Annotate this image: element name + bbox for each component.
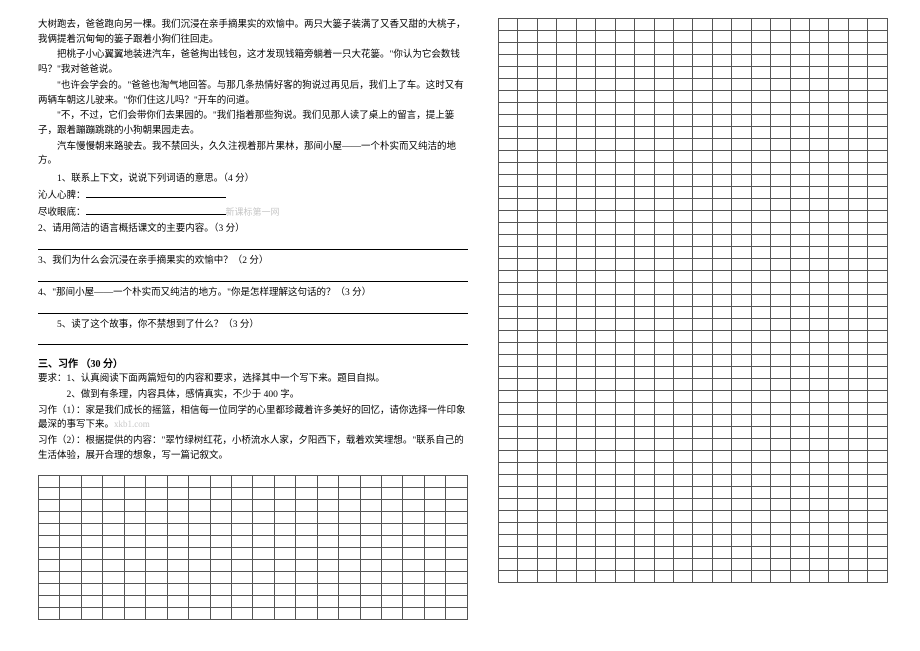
answer-line bbox=[38, 303, 468, 314]
answer-line bbox=[38, 239, 468, 250]
question-1-word2: 尽收眼底：新课标第一网 bbox=[38, 206, 468, 221]
writing-grid-small bbox=[38, 475, 468, 620]
answer-line bbox=[38, 271, 468, 282]
passage-p4: "不，不过，它们会带你们去果园的。"我们指着那些狗说。我们见那人读了桌上的留言，… bbox=[38, 109, 468, 138]
question-5: 5、读了这个故事，你不禁想到了什么？（3 分） bbox=[38, 318, 468, 333]
question-4: 4、"那间小屋——一个朴实而又纯洁的地方。"你是怎样理解这句话的？（3 分） bbox=[38, 286, 468, 301]
passage-p5: 汽车慢慢朝来路驶去。我不禁回头，久久注视着那片果林，那间小屋——一个朴实而又纯洁… bbox=[38, 140, 468, 169]
requirement-2: 2、做到有条理，内容具体，感情真实，不少于 400 字。 bbox=[38, 388, 468, 403]
question-1-intro: 1、联系上下文，说说下列词语的意思。（4 分） bbox=[38, 172, 468, 187]
section-3-title: 三、习作 （30 分） bbox=[38, 355, 468, 370]
question-3: 3、我们为什么会沉浸在亲手摘果实的欢愉中？（2 分） bbox=[38, 254, 468, 269]
watermark-text: 新课标第一网 bbox=[226, 207, 280, 217]
topic-2: 习作（2）：根据提供的内容："翠竹绿树红花，小桥流水人家，夕阳西下，载着欢笑埋想… bbox=[38, 434, 468, 463]
passage-p2: 把桃子小心翼翼地装进汽车，爸爸掏出钱包，这才发现钱箱旁躺着一只大花篓。"你认为它… bbox=[38, 48, 468, 77]
question-1-word1: 沁人心脾： bbox=[38, 189, 468, 204]
passage-p1: 大树跑去，爸爸跑向另一棵。我们沉浸在亲手摘果实的欢愉中。两只大篓子装满了又香又甜… bbox=[38, 18, 468, 47]
watermark-text-2: xkb1.com bbox=[114, 419, 150, 429]
requirement-1: 要求：1、认真阅读下面两篇短句的内容和要求，选择其中一个写下来。题目自拟。 bbox=[38, 372, 468, 387]
right-column bbox=[498, 18, 888, 633]
topic-1: 习作（1）：家是我们成长的摇篮，相信每一位同学的心里都珍藏着许多美好的回忆，请你… bbox=[38, 404, 468, 433]
question-2: 2、请用简洁的语言概括课文的主要内容。（3 分） bbox=[38, 222, 468, 237]
left-column: 大树跑去，爸爸跑向另一棵。我们沉浸在亲手摘果实的欢愉中。两只大篓子装满了又香又甜… bbox=[38, 18, 468, 633]
answer-line bbox=[38, 334, 468, 345]
writing-grid-large bbox=[498, 18, 888, 583]
passage-p3: "也许会学会的。"爸爸也淘气地回答。与那几条热情好客的狗说过再见后，我们上了车。… bbox=[38, 79, 468, 108]
